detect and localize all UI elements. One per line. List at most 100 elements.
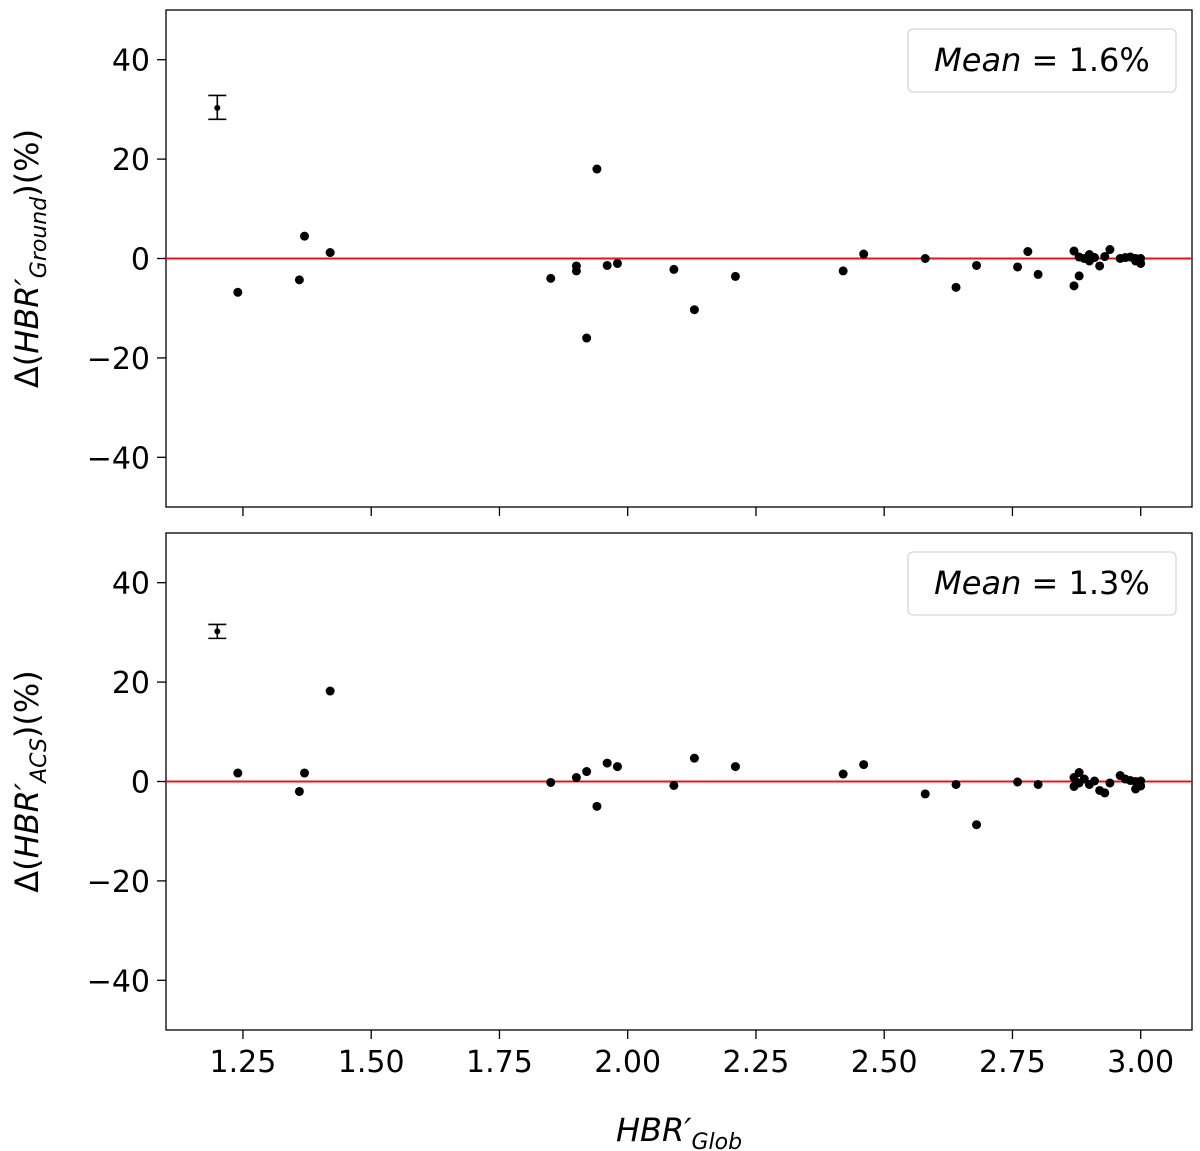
y-tick-label: −20 [87, 342, 150, 377]
data-point [1023, 247, 1033, 257]
y-tick-label: 0 [131, 766, 150, 801]
data-point [1069, 281, 1079, 291]
data-point [612, 258, 622, 268]
data-point [1074, 768, 1084, 778]
mean-equals: = [1021, 564, 1068, 602]
data-point [582, 767, 592, 777]
data-point [972, 260, 982, 270]
y-axis-label-prefix: Δ( [8, 354, 46, 388]
data-point [325, 248, 335, 258]
data-point [571, 773, 581, 783]
y-axis-label-base: HBR′ [8, 277, 46, 353]
mean-annotation-text: Mean = 1.3% [934, 564, 1150, 602]
data-point [233, 287, 243, 297]
y-axis-label: Δ(HBR′ACS)(%) [8, 670, 52, 893]
data-point [730, 271, 740, 281]
data-point [1090, 776, 1100, 786]
data-point [1069, 246, 1079, 256]
y-axis-label-subscript: Ground [27, 196, 52, 278]
y-tick-label: −20 [87, 865, 150, 900]
mean-annotation-box [907, 551, 1177, 616]
y-tick-label: −40 [87, 441, 150, 476]
data-point [300, 231, 310, 241]
data-point [669, 264, 679, 274]
y-axis-label-suffix: )(%) [8, 670, 46, 738]
data-point [546, 273, 556, 283]
data-point [689, 753, 699, 763]
mean-label: Mean [934, 41, 1021, 79]
data-point [1100, 252, 1110, 262]
data-point [1013, 777, 1023, 787]
data-point [972, 820, 982, 830]
error-bar [208, 94, 227, 121]
x-axis-label-subscript: Glob [691, 1130, 742, 1151]
bottom-panel: 40 20 0 −20 −40 1.25 1.50 1.75 2.00 2.25 2.50 2.75 3… [8, 532, 1193, 1151]
data-point [920, 789, 930, 799]
data-point [951, 282, 961, 292]
data-point [1074, 271, 1084, 281]
data-point [1105, 245, 1115, 255]
y-axis-label-base: HBR′ [8, 782, 46, 858]
y-tick-label: 40 [112, 44, 150, 79]
data-point [325, 686, 335, 696]
data-point [571, 266, 581, 276]
mean-label: Mean [934, 564, 1021, 602]
x-tick-label: 1.50 [338, 1045, 405, 1080]
data-point [602, 758, 612, 768]
data-point [859, 760, 869, 770]
y-tick-label: 20 [112, 143, 150, 178]
data-point [1095, 261, 1105, 271]
data-point [592, 164, 602, 174]
x-tick-label: 2.50 [851, 1045, 918, 1080]
data-point [689, 305, 699, 315]
data-point [1136, 258, 1146, 268]
data-point [951, 779, 961, 789]
x-tick-label: 1.75 [466, 1045, 533, 1080]
x-tick-label: 3.00 [1107, 1045, 1174, 1080]
y-tick-label: 20 [112, 666, 150, 701]
data-point [1100, 788, 1110, 798]
x-tick-label: 2.75 [979, 1045, 1046, 1080]
mean-equals: = [1021, 41, 1068, 79]
mean-annotation-box [907, 28, 1177, 93]
y-tick-label: −40 [87, 964, 150, 999]
mean-value: 1.6% [1069, 41, 1150, 79]
data-point [1090, 253, 1100, 263]
data-point [300, 768, 310, 778]
mean-value: 1.3% [1069, 564, 1150, 602]
data-point [1033, 779, 1043, 789]
data-point [582, 333, 592, 343]
data-point [1013, 262, 1023, 272]
data-point [669, 780, 679, 790]
error-bar-point [214, 628, 221, 635]
data-point [920, 254, 930, 263]
x-tick-label: 2.00 [594, 1045, 661, 1080]
error-bar-point [214, 104, 221, 111]
y-tick-label: 40 [112, 567, 150, 602]
data-point [602, 260, 612, 270]
data-point [1105, 778, 1115, 788]
data-point [838, 266, 848, 276]
mean-annotation-text: Mean = 1.6% [934, 41, 1150, 79]
error-bar [208, 623, 227, 640]
x-axis-label: HBR′Glob [616, 1111, 742, 1151]
y-axis-label-subscript: ACS [27, 738, 52, 785]
x-axis-label-base: HBR′ [616, 1111, 692, 1149]
data-point [859, 249, 869, 259]
data-point [1033, 269, 1043, 279]
data-point [838, 769, 848, 779]
data-point [294, 275, 304, 285]
y-tick-label: 0 [131, 243, 150, 278]
data-point [730, 762, 740, 772]
y-axis-label-prefix: Δ( [8, 858, 46, 892]
data-point [1136, 776, 1146, 786]
y-axis-label: Δ(HBR′Ground)(%) [8, 129, 52, 388]
x-tick-label: 1.25 [210, 1045, 277, 1080]
x-tick-label: 2.25 [723, 1045, 790, 1080]
data-point [612, 762, 622, 772]
data-point [546, 777, 556, 787]
data-point [294, 786, 304, 796]
data-point [233, 768, 243, 778]
y-axis-label-suffix: )(%) [8, 129, 46, 197]
